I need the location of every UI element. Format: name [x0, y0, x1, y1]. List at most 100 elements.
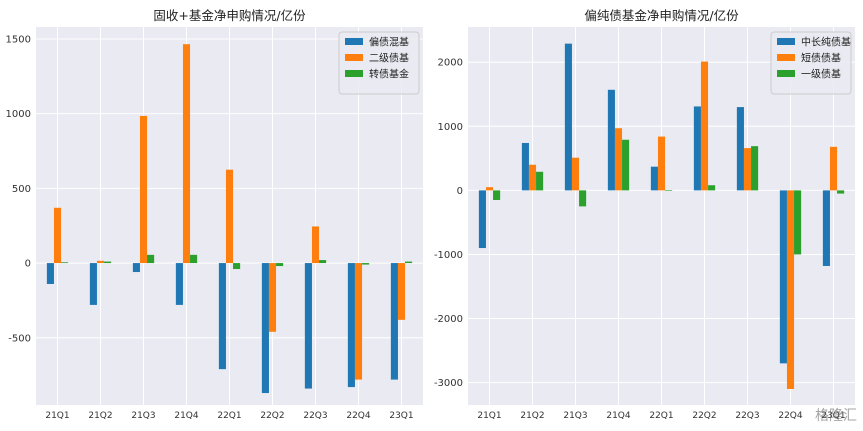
- bar-3: [276, 263, 284, 267]
- x-tick-label: 22Q2: [692, 411, 716, 421]
- y-tick-label: 1000: [6, 109, 31, 120]
- bar-1: [261, 263, 269, 394]
- chart-title: 固收+基金净申购情况/亿份: [153, 8, 306, 23]
- x-tick-label: 21Q2: [520, 411, 544, 421]
- bar-3: [708, 185, 716, 191]
- bar-2: [743, 148, 752, 191]
- x-tick-label: 23Q1: [821, 411, 845, 421]
- bar-1: [564, 43, 572, 191]
- bar-3: [147, 254, 155, 264]
- bar-2: [268, 263, 277, 332]
- y-tick-label: -3000: [434, 378, 463, 389]
- legend-label: 偏债混基: [369, 36, 409, 49]
- legend-box: [770, 31, 852, 95]
- bar-3: [579, 190, 587, 207]
- y-tick-label: 0: [457, 186, 463, 197]
- x-tick-label: 21Q3: [131, 411, 155, 421]
- legend-swatch: [777, 38, 795, 45]
- bar-2: [571, 157, 580, 191]
- x-tick-label: 21Q4: [174, 411, 199, 421]
- x-tick-label: 22Q4: [346, 411, 371, 421]
- bar-2: [829, 146, 838, 191]
- y-tick-label: -2000: [434, 314, 463, 325]
- bar-1: [132, 263, 140, 273]
- bar-3: [837, 190, 845, 194]
- x-tick-label: 21Q2: [88, 411, 112, 421]
- bar-2: [182, 44, 191, 264]
- bar-1: [607, 89, 615, 191]
- bar-2: [657, 136, 666, 191]
- bar-3: [362, 263, 370, 265]
- x-tick-label: 22Q3: [735, 411, 759, 421]
- bar-1: [347, 263, 355, 388]
- x-tick-label: 23Q1: [389, 411, 413, 421]
- y-tick-label: -500: [8, 333, 31, 344]
- legend-swatch: [345, 54, 363, 61]
- bar-2: [354, 263, 363, 380]
- x-tick-label: 21Q3: [563, 411, 587, 421]
- bar-2: [311, 226, 320, 264]
- x-tick-label: 22Q1: [649, 411, 673, 421]
- legend-label: 短债债基: [801, 52, 841, 65]
- bar-3: [794, 190, 802, 255]
- bar-1: [736, 107, 744, 191]
- bar-2: [397, 263, 406, 320]
- x-tick-label: 22Q4: [778, 411, 803, 421]
- bar-1: [779, 190, 787, 364]
- y-tick-label: 500: [12, 184, 31, 195]
- bar-3: [61, 262, 69, 264]
- y-tick-label: 2000: [438, 58, 463, 69]
- bar-1: [650, 166, 658, 191]
- bar-2: [225, 169, 234, 264]
- y-tick-label: 1000: [438, 122, 463, 133]
- x-tick-label: 21Q1: [45, 411, 69, 421]
- bar-3: [405, 261, 413, 264]
- bar-3: [190, 254, 198, 264]
- bar-1: [218, 263, 226, 370]
- legend-box: [338, 31, 420, 95]
- left-chart-fixed-income-plus: -500 0 500 1000 1500 21Q1 21Q2 21Q3 21Q4 22Q1 22Q2…: [6, 8, 423, 421]
- bar-3: [536, 171, 544, 191]
- right-chart-pure-bond: -3000 -2000 -1000 0 1000 2000 21Q1 21Q2 21Q3 21Q4…: [434, 8, 855, 421]
- y-tick-label: 1500: [6, 34, 31, 45]
- bar-1: [390, 263, 398, 380]
- bar-3: [493, 190, 501, 200]
- x-tick-label: 21Q4: [606, 411, 631, 421]
- chart-title: 偏纯债基金净申购情况/亿份: [584, 8, 739, 23]
- legend-swatch: [777, 70, 795, 77]
- legend-swatch: [345, 70, 363, 77]
- legend-swatch: [345, 38, 363, 45]
- bar-3: [622, 139, 630, 191]
- watermark-text: 格隆汇: [815, 408, 857, 424]
- bar-1: [175, 263, 183, 305]
- legend-label: 二级债基: [369, 52, 409, 65]
- legend-label: 转债基金: [369, 68, 409, 81]
- bar-1: [822, 190, 830, 266]
- legend-label: 中长纯债基: [801, 36, 851, 49]
- bar-2: [786, 190, 795, 389]
- bar-3: [104, 261, 112, 264]
- legend-label: 一级债基: [801, 68, 841, 81]
- bar-3: [233, 263, 241, 270]
- bar-1: [478, 190, 486, 249]
- bar-2: [53, 207, 62, 264]
- y-tick-label: 0: [25, 259, 31, 270]
- legend-swatch: [777, 54, 795, 61]
- bar-3: [319, 260, 327, 264]
- x-tick-label: 22Q2: [260, 411, 284, 421]
- x-tick-label: 21Q1: [477, 411, 501, 421]
- bar-1: [89, 263, 97, 305]
- bar-2: [96, 260, 105, 264]
- bar-3: [751, 146, 759, 191]
- bar-2: [700, 61, 709, 191]
- bar-2: [485, 187, 494, 191]
- bar-2: [139, 115, 148, 264]
- bar-1: [693, 106, 701, 191]
- bar-1: [521, 142, 529, 191]
- bar-2: [614, 128, 623, 191]
- bar-2: [528, 164, 537, 191]
- y-tick-label: -1000: [434, 250, 463, 261]
- bar-1: [46, 263, 54, 284]
- bar-3: [665, 190, 673, 191]
